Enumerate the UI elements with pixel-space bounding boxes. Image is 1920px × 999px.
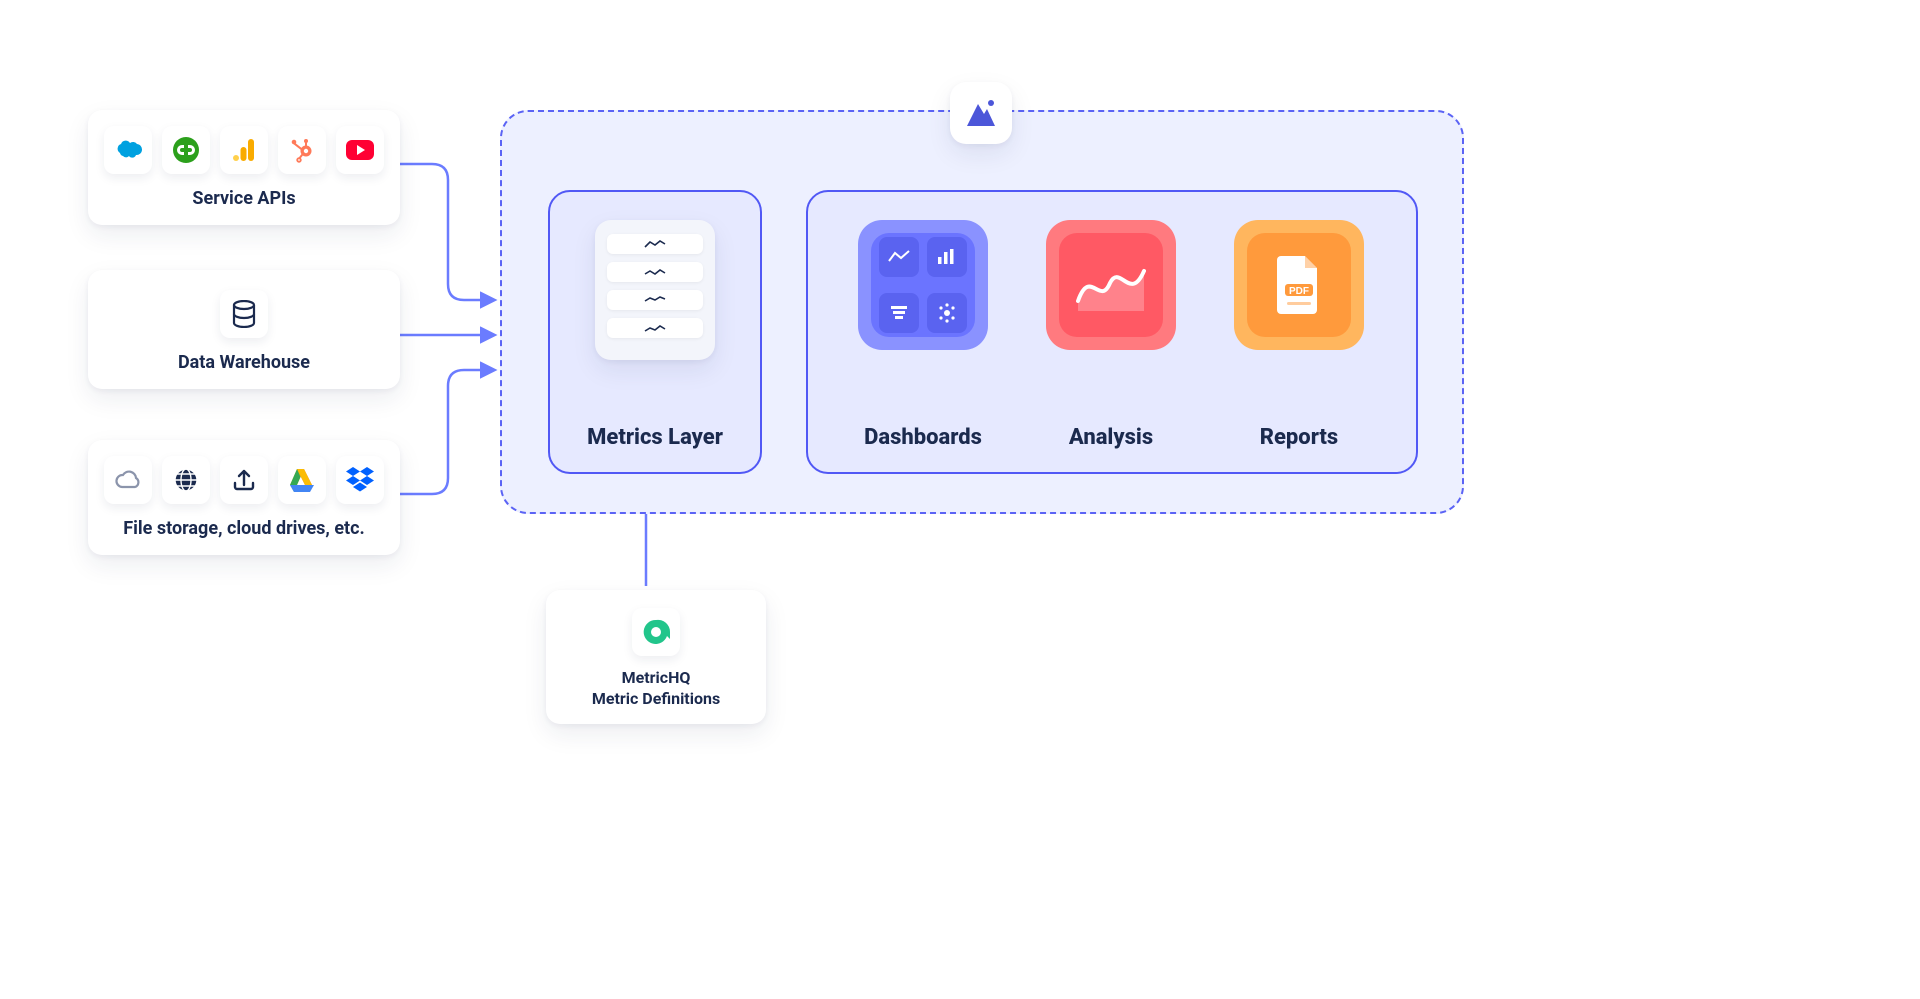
google-analytics-icon [220,126,268,174]
source-label: Service APIs [88,184,400,225]
reports-label: Reports [1196,425,1402,450]
metrics-layer-panel: Metrics Layer [548,190,762,474]
analysis-label: Analysis [1008,425,1214,450]
analysis-icon [1046,220,1176,350]
mountain-icon [963,98,999,128]
youtube-icon [336,126,384,174]
source-card-service-apis: Service APIs [88,110,400,225]
svg-text:PDF: PDF [1289,286,1309,297]
cloud-icon [104,456,152,504]
upload-icon [220,456,268,504]
dashboards-label: Dashboards [808,425,1038,450]
metrichq-label-2: Metric Definitions [556,689,756,708]
metrics-layer-label: Metrics Layer [550,425,760,450]
brand-badge [950,82,1012,144]
metrics-card-icon [595,220,715,360]
metrichq-label-1: MetricHQ [556,668,756,687]
diagram-stage: Service APIs Data Warehouse [0,0,1920,999]
quickbooks-icon [162,126,210,174]
outputs-panel: Dashboards Analysis PDF Reports [806,190,1418,474]
source-card-data-warehouse: Data Warehouse [88,270,400,389]
dashboards-icon [858,220,988,350]
source-label: Data Warehouse [88,348,400,389]
google-drive-icon [278,456,326,504]
metrichq-icon [632,608,680,656]
globe-icon [162,456,210,504]
hubspot-icon [278,126,326,174]
salesforce-icon [104,126,152,174]
dropbox-icon [336,456,384,504]
source-card-file-storage: File storage, cloud drives, etc. [88,440,400,555]
reports-icon: PDF [1234,220,1364,350]
database-icon [220,290,268,338]
metrichq-card: MetricHQ Metric Definitions [546,590,766,724]
source-label: File storage, cloud drives, etc. [88,514,400,555]
